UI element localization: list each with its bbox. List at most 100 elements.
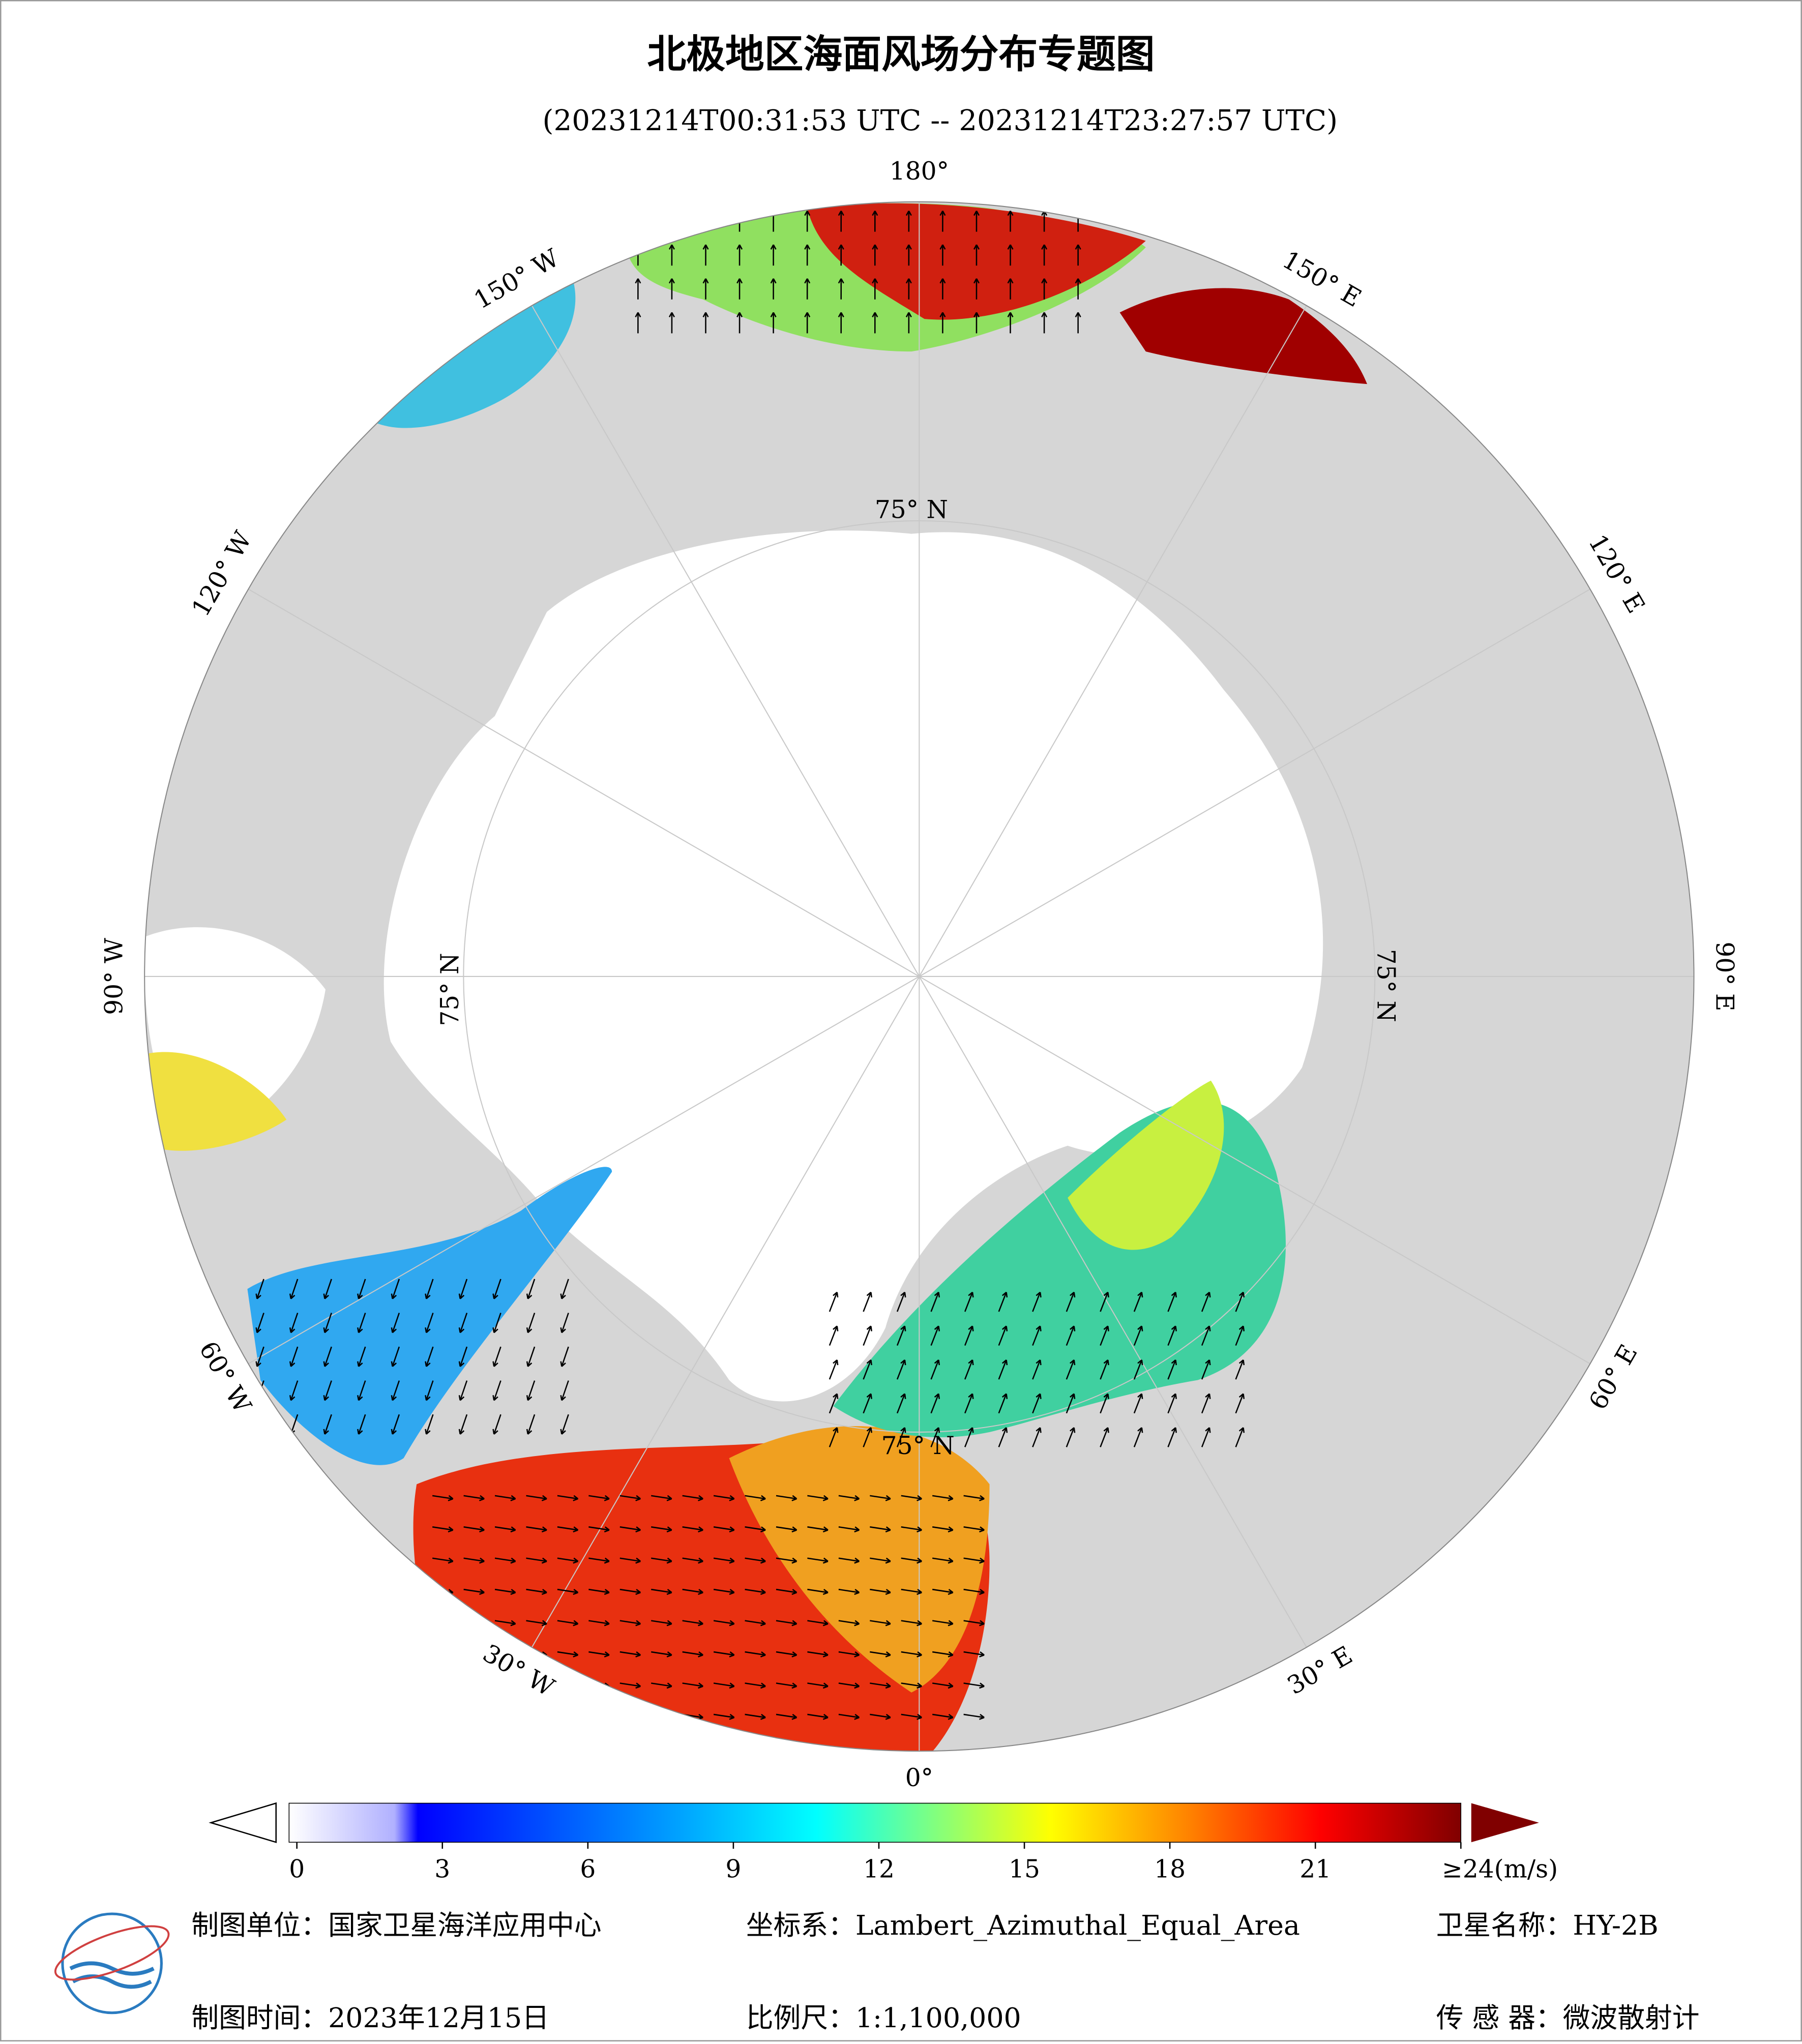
sea-ice [383,530,1323,1402]
wind-arrow [905,244,912,266]
wind-arrow [588,1557,610,1564]
wind-arrow [896,1325,906,1346]
wind-arrow [1032,1325,1042,1346]
wind-arrow [425,1313,434,1334]
wind-arrow [745,1620,766,1626]
wind-arrow [682,1588,703,1595]
wind-arrow [1100,1393,1109,1414]
map [144,201,1694,1752]
longitude-label: 180° [890,157,949,186]
wind-arrow [776,1620,797,1626]
wind-arrow [526,1526,547,1533]
wind-arrow [560,1313,569,1334]
wind-arrow [905,312,912,334]
wind-arrow [323,1380,332,1401]
meridian [248,588,920,977]
meridian [248,976,920,1365]
footer-date: 制图时间：2023年12月15日 [191,2002,549,2034]
footer-sensor: 传 感 器：微波散射计 [1436,2002,1700,2034]
wind-arrow [1066,1393,1076,1414]
wind-arrow [863,1291,872,1312]
wind-arrow [492,1313,501,1334]
wind-arrow [494,1557,516,1564]
wind-arrow [870,1495,891,1501]
wind-arrow [619,1557,641,1564]
wind-arrow [651,1682,672,1689]
wind-arrow [289,1279,299,1299]
colorbar-tick-label: 21 [1299,1855,1331,1883]
wind-arrow [1007,312,1014,334]
wind-arrow [1133,1325,1143,1346]
wind-arrow [964,1359,974,1380]
wind-arrow [1041,244,1048,266]
wind-arrow [770,244,777,266]
wind-arrow [1201,1393,1211,1414]
wind-arrow [932,1682,954,1689]
wind-arrow [963,1620,985,1626]
wind-arrow [896,1291,906,1312]
wind-arrow [682,1526,703,1533]
wind-arrow [804,312,811,334]
wind-arrow [588,1588,610,1595]
longitude-label: 0° [905,1764,933,1792]
wind-arrow [458,1313,468,1334]
wind-arrow [829,1427,839,1447]
wind-arrow [391,1313,400,1334]
wind-arrow [668,312,675,334]
wind-arrow [863,1427,872,1447]
wind-arrow [682,1682,703,1689]
wind-arrow [901,1526,923,1533]
wind-arrow [651,1557,672,1564]
wind-arrow [1133,1359,1143,1380]
wind-arrow [682,1620,703,1626]
wind-arrow [776,1588,797,1595]
wind-arrow [736,244,743,266]
wind-field-hudson [144,1052,287,1151]
wind-arrow [896,1427,906,1447]
wind-arrow [770,312,777,334]
wind-arrow [964,1325,974,1346]
wind-arrow [526,1588,547,1595]
wind-arrow [668,278,675,300]
wind-arrow [1066,1325,1076,1346]
footer-projection: 坐标系：Lambert_Azimuthal_Equal_Area [746,1909,1300,1941]
wind-arrow [776,1651,797,1657]
wind-arrow [323,1346,332,1367]
latitude-label: 75° N [881,1432,955,1460]
wind-arrow [745,1682,766,1689]
wind-arrow [776,1713,797,1720]
wind-arrow [776,1526,797,1533]
wind-arrow [1007,278,1014,300]
wind-arrow [492,1346,501,1367]
wind-arrow [1133,1393,1143,1414]
meridian [919,976,1307,1648]
wind-arrow [932,1588,954,1595]
wind-arrow [998,1393,1008,1414]
wind-arrow [1041,312,1048,334]
wind-arrow [357,1279,366,1299]
footer-satellite: 卫星名称：HY-2B [1436,1909,1659,1941]
wind-arrow [1032,1427,1042,1447]
wind-arrow [770,278,777,300]
wind-arrow [870,1620,891,1626]
wind-arrow [560,1414,569,1435]
colorbar-tick-label: 12 [863,1855,895,1883]
wind-arrow [492,1279,501,1299]
colorbar-tick-label: ≥24(m/s) [1442,1855,1558,1883]
wind-arrow [1100,1291,1109,1312]
wind-arrow [463,1526,485,1533]
wind-arrow [776,1682,797,1689]
wind-arrow [494,1620,516,1626]
wind-arrow [939,211,946,232]
wind-arrow [932,1651,954,1657]
wind-arrow [463,1557,485,1564]
wind-arrow [1100,1325,1109,1346]
wind-arrow [973,278,980,300]
wind-arrow [458,1279,468,1299]
longitude-label: 90° E [1710,941,1738,1011]
wind-arrow [651,1651,672,1657]
wind-arrow [557,1526,579,1533]
wind-arrow [1235,1393,1245,1414]
wind-arrow [939,278,946,300]
wind-arrow [323,1279,332,1299]
